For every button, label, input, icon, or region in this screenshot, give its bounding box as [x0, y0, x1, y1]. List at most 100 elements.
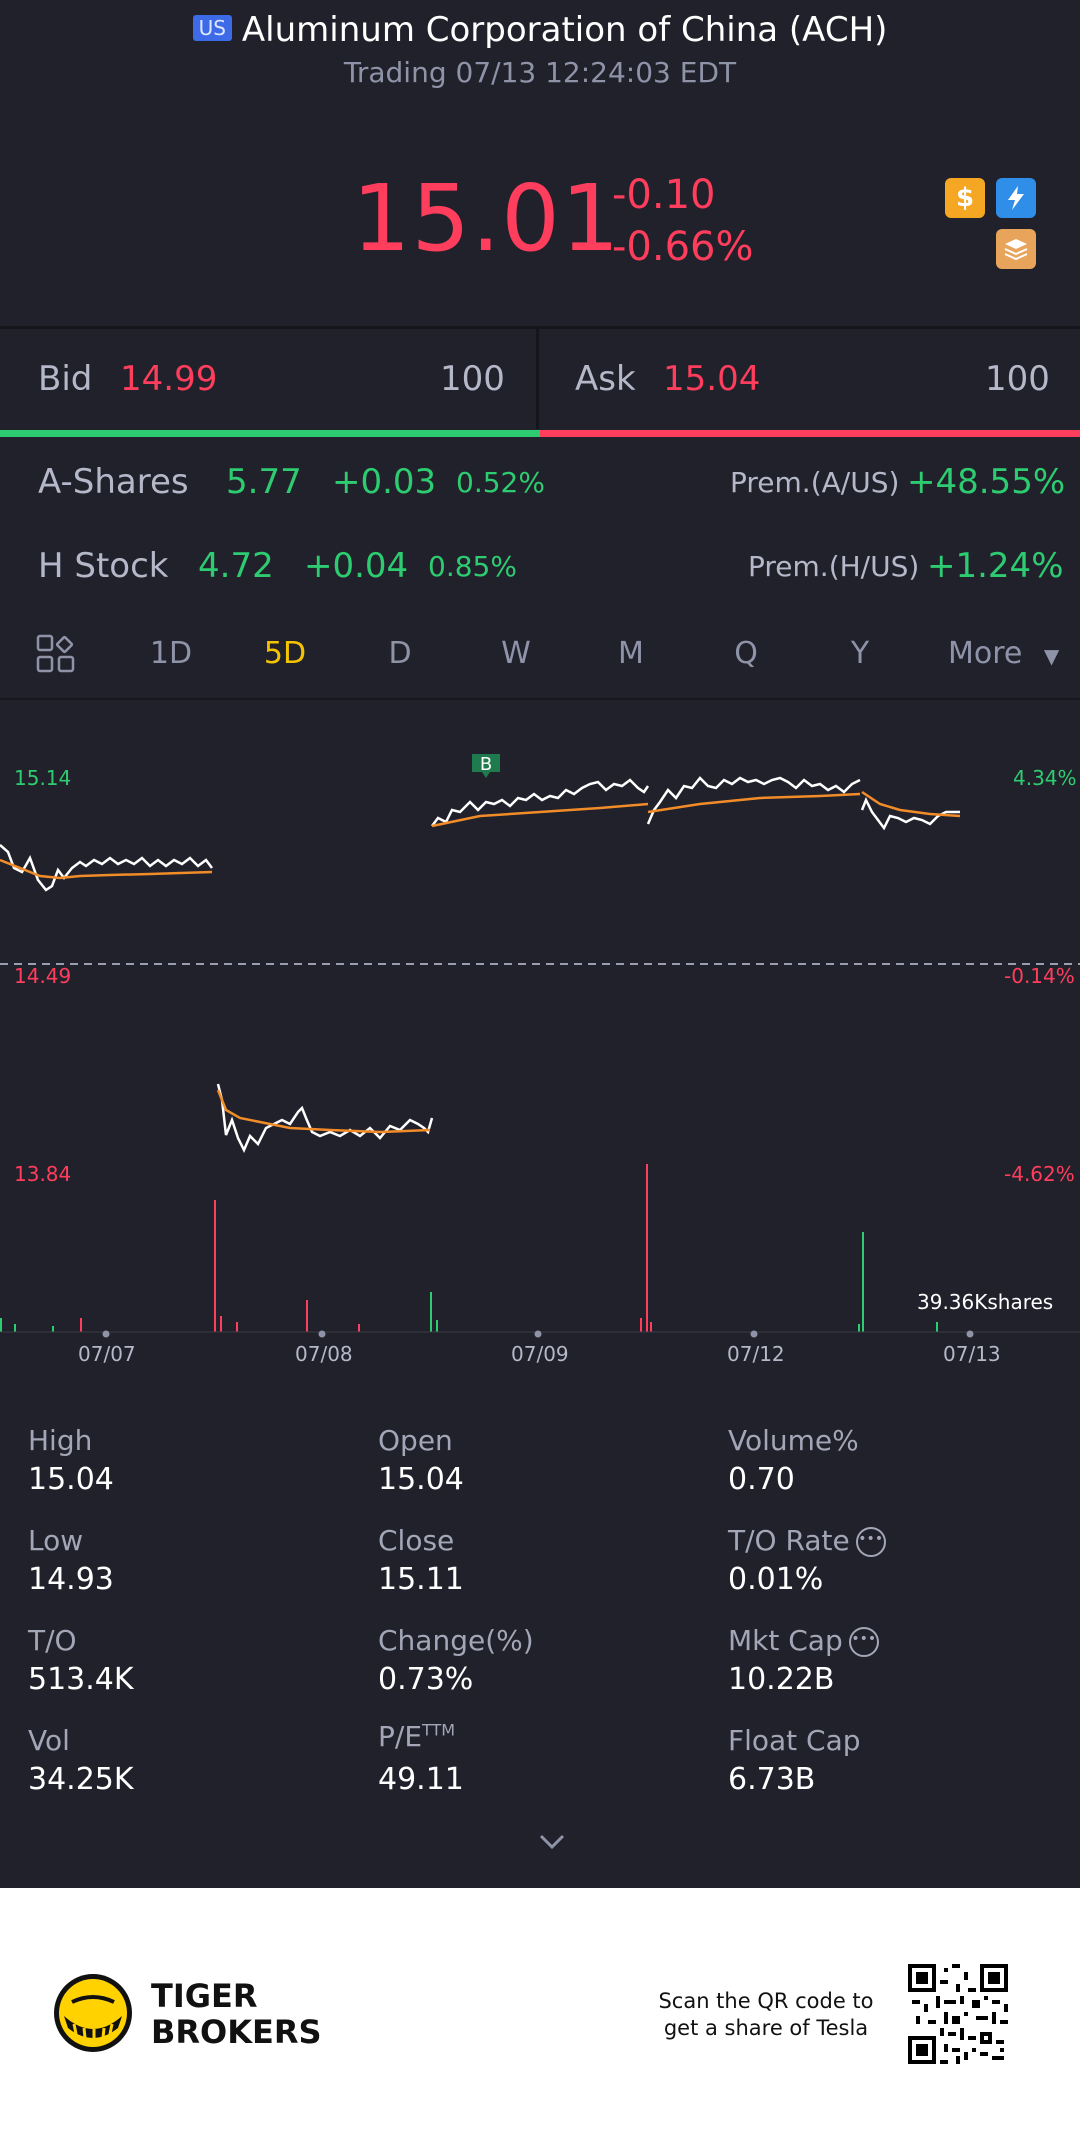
x-axis-date: 07/12: [727, 1342, 785, 1366]
h-stock-label[interactable]: H Stock: [38, 546, 169, 586]
stat-value: 15.04: [28, 1462, 114, 1497]
divider: [0, 326, 1080, 329]
stat-label: Vol: [28, 1724, 70, 1757]
x-axis-date: 07/09: [511, 1342, 569, 1366]
avg-line-day5: [861, 790, 961, 818]
tab-more[interactable]: More ▼: [948, 636, 1059, 671]
layers-icon[interactable]: [996, 229, 1036, 269]
stat-label-with-info: T/O Rate •••: [728, 1524, 886, 1557]
avg-line-day3: [431, 802, 649, 828]
stat-value: 15.04: [378, 1462, 464, 1497]
y-axis-bottom-label: 13.84: [14, 1162, 72, 1186]
stat-label: Close: [378, 1524, 455, 1557]
avg-line-day1: [0, 858, 213, 880]
qr-code-icon: [908, 1964, 1008, 2068]
dollar-icon[interactable]: $: [945, 178, 985, 218]
stat-value: 513.4K: [28, 1662, 134, 1697]
tab-d[interactable]: D: [388, 636, 412, 671]
ask-label: Ask: [575, 359, 636, 399]
tab-more-label: More: [948, 636, 1023, 671]
scan-line1: Scan the QR code to: [658, 1989, 874, 2013]
stat-label: Mkt Cap: [728, 1624, 843, 1657]
y-axis-top-label: 15.14: [14, 766, 72, 790]
a-shares-label[interactable]: A-Shares: [38, 462, 189, 502]
scan-text: Scan the QR code to get a share of Tesla: [656, 1988, 876, 2042]
volume-bars: [0, 1164, 938, 1332]
market-badge: US: [192, 14, 232, 41]
stat-value: 15.11: [378, 1562, 464, 1597]
stat-label-with-info: Mkt Cap •••: [728, 1624, 879, 1657]
h-stock-price: 4.72: [198, 546, 274, 586]
stat-value: 6.73B: [728, 1762, 816, 1797]
h-prem-value: +1.24%: [927, 546, 1064, 586]
more-info-icon[interactable]: •••: [855, 1527, 886, 1557]
a-shares-pct: 0.52%: [456, 466, 545, 499]
expand-chevron-icon[interactable]: [537, 1832, 567, 1856]
date-dot: [966, 1330, 974, 1338]
price-line-day3: [431, 778, 650, 827]
volume-label: 39.36Kshares: [917, 1290, 1054, 1314]
stat-label-pe: P/ETTM: [378, 1720, 455, 1753]
stat-value: 34.25K: [28, 1762, 134, 1797]
stat-value: 49.11: [378, 1762, 464, 1797]
price-line-day4: [646, 776, 861, 825]
tab-q[interactable]: Q: [734, 636, 758, 671]
page-title: US Aluminum Corporation of China (ACH): [0, 10, 1080, 50]
stat-label: Change(%): [378, 1624, 534, 1657]
price-line-day5: [860, 796, 960, 831]
more-info-icon[interactable]: •••: [848, 1627, 879, 1657]
date-dot: [534, 1330, 542, 1338]
stat-label: Open: [378, 1424, 453, 1457]
date-dot: [318, 1330, 326, 1338]
bid-size: 100: [440, 359, 505, 399]
ask-price: 15.04: [663, 359, 761, 399]
tiger-logo-icon: [52, 1972, 134, 2058]
x-axis-date: 07/13: [943, 1342, 1001, 1366]
trading-status: Trading 07/13 12:24:03 EDT: [343, 56, 737, 89]
stat-value: 0.73%: [378, 1662, 474, 1697]
stock-title: Aluminum Corporation of China (ACH): [241, 10, 888, 50]
buy-marker-label: B: [480, 754, 492, 775]
tab-y[interactable]: Y: [850, 636, 870, 671]
price-change-pct: -0.66%: [612, 224, 754, 270]
last-price: 15.01: [352, 165, 621, 272]
stat-label: Low: [28, 1524, 84, 1557]
tab-5d[interactable]: 5D: [263, 636, 307, 671]
stat-value: 14.93: [28, 1562, 114, 1597]
stat-label: P/E: [378, 1720, 423, 1753]
stat-value: 0.70: [728, 1462, 795, 1497]
stat-value: 0.01%: [728, 1562, 824, 1597]
price-line-day1: [0, 844, 213, 892]
h-stock-change: +0.04: [304, 546, 409, 586]
avg-line-day4: [647, 792, 861, 814]
stat-label: Volume%: [728, 1424, 859, 1457]
a-prem-value: +48.55%: [907, 462, 1066, 502]
stat-label: Float Cap: [728, 1724, 861, 1757]
pe-superscript: TTM: [422, 1720, 456, 1740]
brand-line1: TIGER: [151, 1977, 258, 2015]
y-axis-mid-label: 14.49: [14, 964, 72, 988]
x-axis-date: 07/07: [78, 1342, 136, 1366]
promo-footer: TIGER BROKERS Scan the QR code to get a …: [0, 1888, 1080, 2138]
brand-line2: BROKERS: [151, 2013, 322, 2051]
bid-ratio-bar: [0, 430, 540, 437]
ask-ratio-bar: [540, 430, 1080, 437]
stat-label: T/O: [28, 1624, 77, 1657]
x-axis-date: 07/08: [295, 1342, 353, 1366]
price-chart[interactable]: B: [0, 740, 1080, 1340]
buy-marker: B: [472, 754, 500, 778]
a-shares-change: +0.03: [332, 462, 437, 502]
stat-label: T/O Rate: [728, 1524, 850, 1557]
brand-name: TIGER BROKERS: [151, 1978, 322, 2050]
flash-icon[interactable]: [996, 178, 1036, 218]
y-axis-bottom-pct: -4.62%: [1004, 1162, 1075, 1186]
tab-1d[interactable]: 1D: [149, 636, 193, 671]
divider: [536, 329, 539, 429]
stat-label: High: [28, 1424, 93, 1457]
scan-line2: get a share of Tesla: [663, 2016, 869, 2040]
tab-m[interactable]: M: [618, 636, 644, 671]
chart-layout-icon[interactable]: [36, 634, 76, 678]
tab-w[interactable]: W: [501, 636, 531, 671]
h-stock-pct: 0.85%: [428, 550, 517, 583]
avg-line-day2: [216, 1089, 431, 1134]
